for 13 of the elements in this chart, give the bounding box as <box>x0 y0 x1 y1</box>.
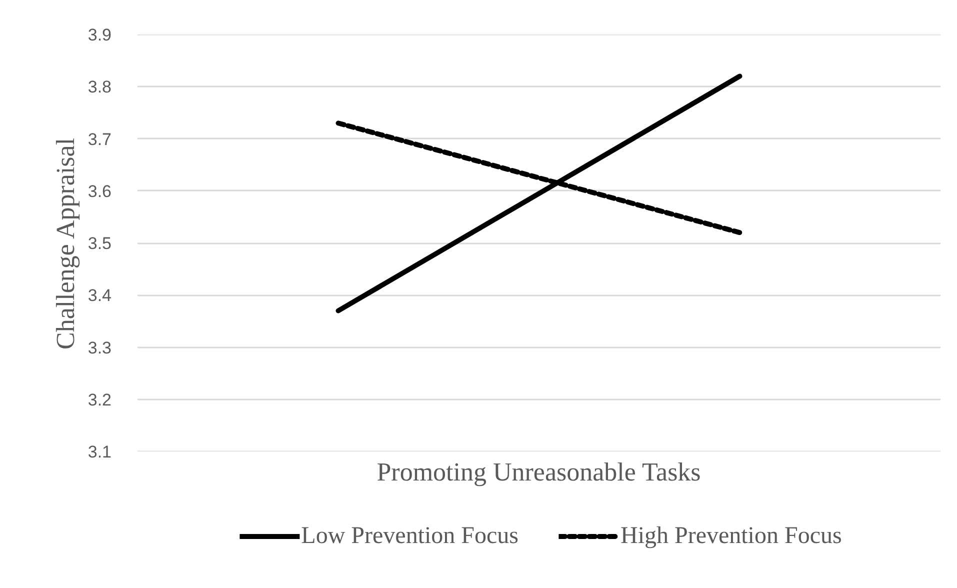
legend-label: Low Prevention Focus <box>301 522 518 550</box>
y-tick-label: 3.2 <box>88 390 112 410</box>
y-tick-label: 3.5 <box>88 234 112 253</box>
y-tick-label: 3.1 <box>88 442 112 462</box>
y-tick-label: 3.8 <box>88 78 112 97</box>
legend-label: High Prevention Focus <box>620 522 842 550</box>
y-tick-label: 3.7 <box>88 130 112 149</box>
y-tick-label: 3.4 <box>88 286 112 306</box>
x-axis-title: Promoting Unreasonable Tasks <box>376 458 701 486</box>
y-tick-label: 3.9 <box>88 26 112 44</box>
y-tick-label: 3.3 <box>88 338 112 358</box>
y-tick-label: 3.6 <box>88 182 112 201</box>
y-axis-title: Challenge Appraisal <box>50 138 80 350</box>
